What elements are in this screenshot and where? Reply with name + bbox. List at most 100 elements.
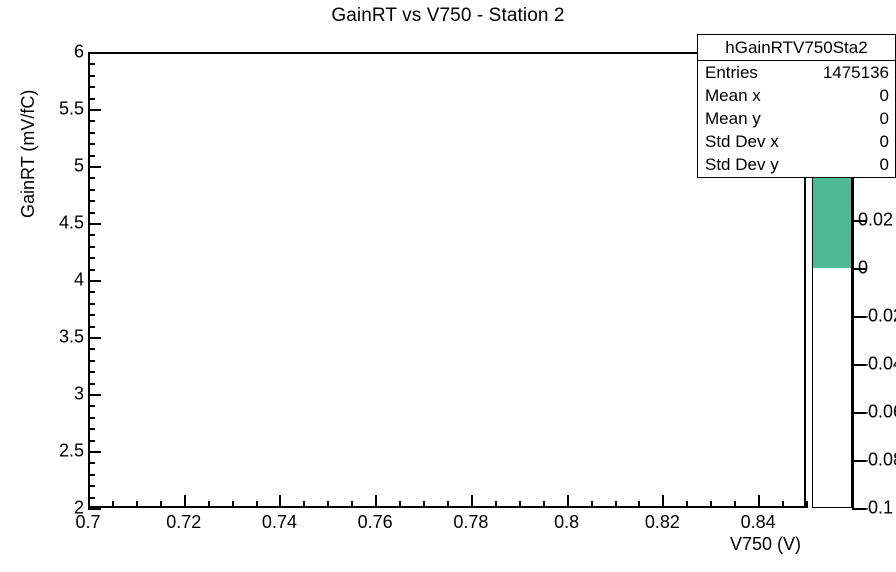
y-axis-tick-label: 4 (73, 269, 84, 290)
y-tick (88, 417, 95, 419)
x-axis-tick-labels: 0.7 0.72 0.74 0.76 0.78 0.8 0.82 0.84 (0, 512, 896, 538)
x-tick (782, 501, 784, 508)
y-tick (88, 246, 95, 248)
palette-tick-label: –0.06 (858, 401, 896, 422)
y-tick (88, 314, 95, 316)
stats-row-value: 0 (879, 86, 889, 105)
x-tick (303, 501, 305, 508)
x-axis-tick-label: 0.78 (453, 512, 489, 532)
x-tick (208, 501, 210, 508)
x-axis-tick-label: 0.7 (75, 512, 101, 532)
stats-row: Entries 1475136 (698, 61, 895, 84)
y-tick (88, 462, 95, 464)
palette-tick (852, 268, 866, 270)
y-tick (88, 383, 95, 385)
y-tick (88, 98, 95, 100)
x-axis-tick-label: 0.84 (740, 512, 776, 532)
y-tick (88, 63, 95, 65)
x-tick (710, 501, 712, 508)
y-tick (88, 360, 95, 362)
y-tick (88, 291, 95, 293)
y-tick (88, 348, 95, 350)
palette-tick (852, 460, 866, 462)
palette-tick-label: –0.1 (858, 497, 894, 518)
y-tick (88, 109, 101, 111)
x-axis-tick-label: 0.82 (644, 512, 680, 532)
stats-row: Mean x 0 (698, 84, 895, 107)
y-tick (88, 155, 95, 157)
x-axis-tick-label: 0.8 (554, 512, 580, 532)
y-axis-tick-label: 3 (73, 383, 84, 404)
y-tick (88, 485, 95, 487)
stats-box[interactable]: hGainRTV750Sta2 Entries 1475136 Mean x 0 Mea… (697, 34, 896, 178)
palette-tick (852, 220, 866, 222)
y-tick (88, 143, 95, 145)
x-tick (88, 495, 90, 508)
x-tick (351, 501, 353, 508)
y-tick (88, 166, 101, 168)
y-tick (88, 394, 101, 396)
stats-row-label: Std Dev y (705, 155, 779, 174)
y-tick (88, 326, 95, 328)
stats-row-value: 0 (879, 132, 889, 151)
stats-row-label: Mean y (705, 109, 761, 128)
y-tick (88, 337, 101, 339)
y-tick (88, 303, 95, 305)
y-tick (88, 257, 95, 259)
palette-tick-label: –0.04 (858, 353, 896, 374)
palette-tick (852, 508, 866, 510)
x-tick (615, 501, 617, 508)
y-tick (88, 52, 101, 54)
x-tick (471, 495, 473, 508)
y-tick (88, 428, 95, 430)
x-tick (567, 495, 569, 508)
x-tick (232, 501, 234, 508)
x-tick (734, 501, 736, 508)
stats-histogram-name: hGainRTV750Sta2 (698, 35, 895, 61)
y-tick (88, 451, 101, 453)
stats-row-label: Entries (705, 63, 758, 82)
palette-tick-label: –0.02 (858, 305, 896, 326)
y-axis-tick-labels: 2 2.5 3 3.5 4 4.5 5 5.5 6 (0, 0, 84, 572)
x-tick (136, 501, 138, 508)
y-axis-title: GainRT (mV/fC) (18, 89, 38, 218)
stats-row: Mean y 0 (698, 107, 895, 130)
x-tick (686, 501, 688, 508)
y-tick (88, 371, 95, 373)
y-tick (88, 212, 95, 214)
plot-frame (88, 52, 806, 508)
stats-row: Std Dev x 0 (698, 130, 895, 153)
stats-row-value: 0 (879, 109, 889, 128)
y-axis-tick-label: 5.5 (58, 98, 84, 119)
x-tick (543, 501, 545, 508)
x-tick (160, 501, 162, 508)
y-axis-tick-label: 5 (73, 155, 84, 176)
y-tick (88, 75, 95, 77)
y-tick (88, 234, 95, 236)
x-axis-tick-label: 0.72 (166, 512, 202, 532)
y-axis-tick-label: 2 (73, 497, 84, 518)
y-tick (88, 280, 101, 282)
x-axis-title: V750 (V) (730, 534, 802, 554)
y-axis-tick-label: 4.5 (58, 212, 84, 233)
x-tick (806, 501, 808, 508)
palette-tick (852, 316, 866, 318)
x-axis-tick-label: 0.76 (357, 512, 393, 532)
y-tick (88, 200, 95, 202)
x-tick (375, 495, 377, 508)
y-tick (88, 508, 101, 510)
x-tick (184, 495, 186, 508)
x-tick (447, 501, 449, 508)
y-tick (88, 440, 95, 442)
palette-axis-line (852, 52, 854, 508)
x-tick (638, 501, 640, 508)
stats-row-label: Std Dev x (705, 132, 779, 151)
y-tick (88, 132, 95, 134)
x-tick (423, 501, 425, 508)
y-tick (88, 86, 95, 88)
x-tick (399, 501, 401, 508)
stats-rows: Entries 1475136 Mean x 0 Mean y 0 Std Dev x 0 St… (698, 61, 895, 176)
x-tick (327, 501, 329, 508)
palette-tick-label: 0.02 (858, 209, 894, 230)
